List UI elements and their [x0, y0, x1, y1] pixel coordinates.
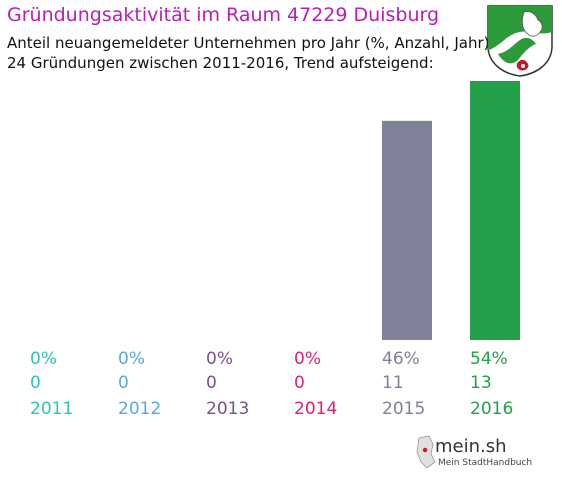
bar-2016 [470, 81, 520, 340]
mein-sh-logo [416, 435, 436, 469]
logo-name: mein.sh [435, 436, 507, 457]
percent-label-2011: 0% [30, 349, 57, 369]
count-label-2016: 13 [470, 373, 492, 393]
count-label-2015: 11 [382, 373, 404, 393]
count-label-2014: 0 [294, 373, 305, 393]
chart-subtitle-1: Anteil neuangemeldeter Unternehmen pro J… [7, 34, 490, 52]
count-label-2011: 0 [30, 373, 41, 393]
logo-tagline: Mein StadtHandbuch [438, 458, 533, 468]
percent-label-2016: 54% [470, 349, 508, 369]
year-label-2013: 2013 [206, 399, 249, 419]
year-label-2011: 2011 [30, 399, 73, 419]
chart-title: Gründungsaktivität im Raum 47229 Duisbur… [7, 4, 440, 26]
percent-label-2012: 0% [118, 349, 145, 369]
percent-label-2015: 46% [382, 349, 420, 369]
chart-subtitle-2: 24 Gründungen zwischen 2011-2016, Trend … [7, 54, 434, 72]
count-label-2013: 0 [206, 373, 217, 393]
year-label-2016: 2016 [470, 399, 513, 419]
year-label-2014: 2014 [294, 399, 337, 419]
percent-label-2014: 0% [294, 349, 321, 369]
bar-2015 [382, 120, 432, 340]
year-label-2015: 2015 [382, 399, 425, 419]
percent-label-2013: 0% [206, 349, 233, 369]
year-label-2012: 2012 [118, 399, 161, 419]
nrw-crest-icon [487, 5, 553, 77]
count-label-2012: 0 [118, 373, 129, 393]
